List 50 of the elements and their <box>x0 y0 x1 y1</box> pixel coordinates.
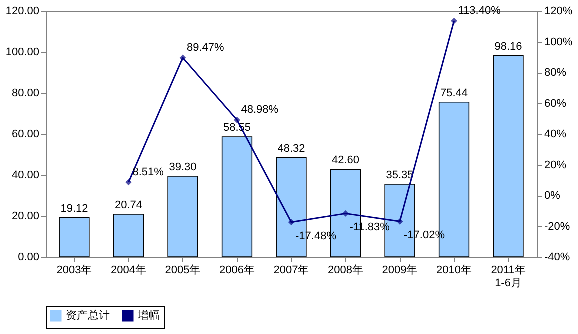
y2-tick-label: 120% <box>544 6 573 18</box>
point <box>180 54 186 62</box>
data-label: 42.60 <box>332 154 360 167</box>
y2-tick-label: -20% <box>544 220 570 233</box>
data-label: 113.40% <box>458 5 502 18</box>
legend-label: 增幅 <box>137 310 160 322</box>
x-tick-label: 2003年 <box>56 264 92 276</box>
x-tick-label: 2008年 <box>328 264 364 276</box>
y2-tick-label: 40% <box>544 128 567 140</box>
y2-tick-label: 80% <box>544 67 567 79</box>
x-tick-label: 2006年 <box>220 264 255 276</box>
y2-tick-label: 0% <box>544 190 561 202</box>
y-tick-label: 80.00 <box>12 88 40 100</box>
data-label: 75.44 <box>440 87 468 100</box>
point <box>451 18 458 24</box>
y-tick-label: 20.00 <box>12 210 40 222</box>
x-tick-label: 2010年 <box>436 264 472 276</box>
x-tick-label: 2011年 1-6月 <box>491 264 526 290</box>
y-tick-label: 0.00 <box>18 252 40 264</box>
data-label: 8.51% <box>132 166 164 178</box>
point <box>342 210 349 217</box>
data-label: 48.98% <box>241 104 279 116</box>
y-tick-label: 120.00 <box>6 6 40 18</box>
legend-label: 资产总计 <box>66 309 110 322</box>
data-label: 39.30 <box>169 161 197 174</box>
data-label: 20.74 <box>114 199 143 212</box>
point <box>126 179 132 186</box>
y-tick-label: 60.00 <box>12 128 40 140</box>
x-tick-label: 2004年 <box>110 264 146 276</box>
data-label: 89.47% <box>186 42 225 54</box>
data-label: 19.12 <box>60 202 88 215</box>
y2-tick-label: 60% <box>544 98 567 110</box>
x-tick-label: 2007年 <box>274 264 310 276</box>
y-tick-label: 100.00 <box>6 46 40 58</box>
y2-tick-label: 100% <box>544 36 573 48</box>
bar <box>222 136 253 258</box>
x-tick-label: 2005年 <box>165 264 201 276</box>
bar <box>113 214 144 258</box>
x-tick-label: 2009年 <box>382 264 418 276</box>
y2-tick-label: 20% <box>544 159 567 172</box>
data-label: 98.16 <box>494 40 522 53</box>
bar <box>493 55 524 258</box>
point <box>288 219 295 226</box>
point <box>234 117 240 124</box>
bar <box>168 176 198 258</box>
y-tick-label: 40.00 <box>12 170 40 182</box>
y2-tick-label: -40% <box>544 252 570 264</box>
point <box>396 218 404 225</box>
data-label: 48.32 <box>278 142 306 155</box>
bar <box>59 217 90 258</box>
